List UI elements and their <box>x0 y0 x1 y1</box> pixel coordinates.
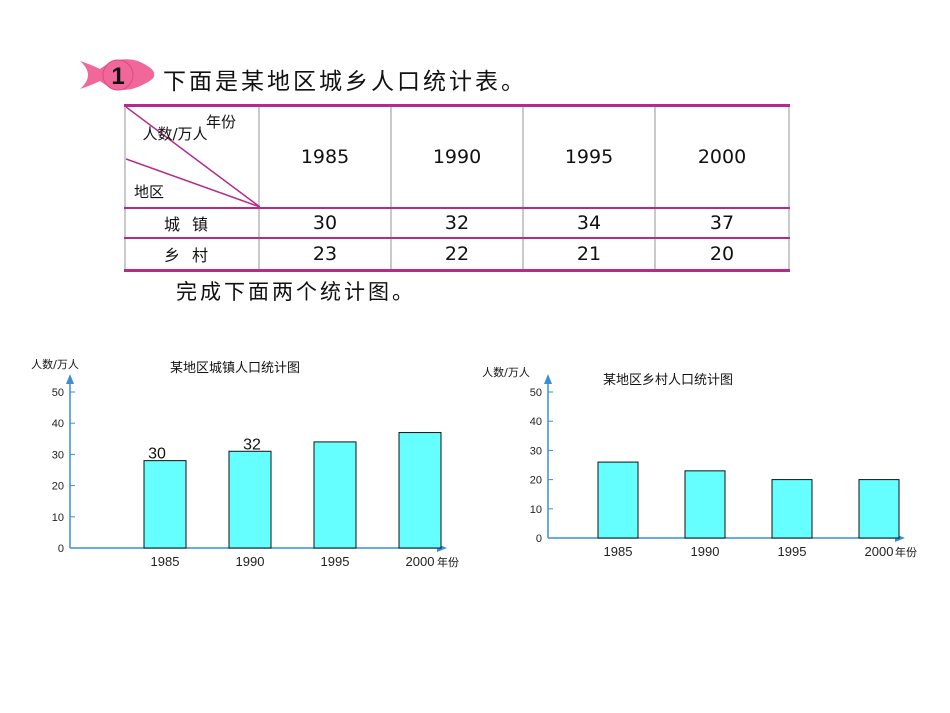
y-tick-label: 50 <box>530 387 542 399</box>
bar <box>771 479 813 539</box>
table-cell: 22 <box>390 238 524 272</box>
y-axis-arrow <box>544 374 552 384</box>
x-tick-label: 1985 <box>604 544 633 559</box>
data-label: 32 <box>243 436 261 453</box>
table-row: 城镇 30 32 34 37 <box>124 208 790 239</box>
problem-title: 下面是某地区城乡人口统计表。 <box>163 69 527 95</box>
x-tick-label: 2000 <box>406 554 435 569</box>
corner-people-label: 人数/万人 <box>142 125 208 143</box>
bar <box>684 470 726 539</box>
chart-title: 某地区城镇人口统计图 <box>170 361 300 376</box>
year-header: 1995 <box>522 104 656 209</box>
bar <box>143 460 187 549</box>
table-row: 乡村 23 22 21 20 <box>124 238 790 272</box>
table-cell: 37 <box>654 208 790 239</box>
y-tick-label: 0 <box>58 543 64 555</box>
x-tick-label: 2000 <box>865 544 894 559</box>
corner-diagonals <box>126 107 260 207</box>
x-tick-label: 1990 <box>236 554 265 569</box>
corner-region-label: 地区 <box>134 183 165 201</box>
x-axis-label: 年份 <box>437 555 459 569</box>
x-axis-label: 年份 <box>895 545 917 559</box>
y-tick-label: 10 <box>52 512 64 524</box>
y-tick-label: 50 <box>52 387 64 399</box>
bar <box>228 450 272 549</box>
bar <box>398 432 442 549</box>
table-cell: 30 <box>258 208 392 239</box>
table-cell: 32 <box>390 208 524 239</box>
problem-number-badge: 1 <box>80 59 155 91</box>
urban-chart-svg: 0 10 20 30 40 50 1985 30 1990 32 1995 2000 某地区城镇人口统计… <box>31 358 459 569</box>
y-tick-label: 40 <box>52 418 64 430</box>
y-axis-label: 人数/万人 <box>31 358 79 371</box>
rural-chart-svg: 0 10 20 30 40 50 1985 1990 1995 2000 某地区乡村人口统计图 人数/… <box>482 366 917 559</box>
x-tick-label: 1995 <box>778 544 807 559</box>
x-tick-label: 1985 <box>151 554 180 569</box>
row-label-urban: 城镇 <box>124 208 260 239</box>
problem-number: 1 <box>111 63 124 90</box>
bar <box>313 441 357 549</box>
y-tick-label: 30 <box>52 449 64 461</box>
y-axis-arrow <box>66 374 74 384</box>
bar <box>858 479 900 539</box>
table-cell: 20 <box>654 238 790 272</box>
urban-population-chart: 0 10 20 30 40 50 1985 30 1990 32 1995 2000 某地区城镇人口统计… <box>0 340 470 580</box>
chart-title: 某地区乡村人口统计图 <box>603 373 733 388</box>
x-tick-label: 1995 <box>321 554 350 569</box>
table-cell: 21 <box>522 238 656 272</box>
instruction-text: 完成下面两个统计图。 <box>176 280 416 304</box>
table-cell: 23 <box>258 238 392 272</box>
data-label: 30 <box>148 446 166 463</box>
x-tick-label: 1990 <box>691 544 720 559</box>
corner-year-label: 年份 <box>206 113 237 131</box>
y-tick-label: 30 <box>530 445 542 457</box>
y-tick-label: 20 <box>530 475 542 487</box>
population-table: 年份 人数/万人 地区 1985 1990 1995 2000 城镇 30 32… <box>124 104 790 272</box>
rural-population-chart: 0 10 20 30 40 50 1985 1990 1995 2000 某地区乡村人口统计图 人数/… <box>468 340 938 580</box>
y-tick-label: 40 <box>530 416 542 428</box>
bar <box>597 461 639 539</box>
year-header: 1985 <box>258 104 392 209</box>
y-tick-label: 0 <box>536 533 542 545</box>
table-cell: 34 <box>522 208 656 239</box>
y-tick-label: 20 <box>52 481 64 493</box>
table-corner-cell: 年份 人数/万人 地区 <box>124 104 260 209</box>
y-tick-label: 10 <box>530 504 542 516</box>
row-label-rural: 乡村 <box>124 238 260 272</box>
y-axis-label: 人数/万人 <box>482 366 530 379</box>
year-header: 2000 <box>654 104 790 209</box>
year-header: 1990 <box>390 104 524 209</box>
